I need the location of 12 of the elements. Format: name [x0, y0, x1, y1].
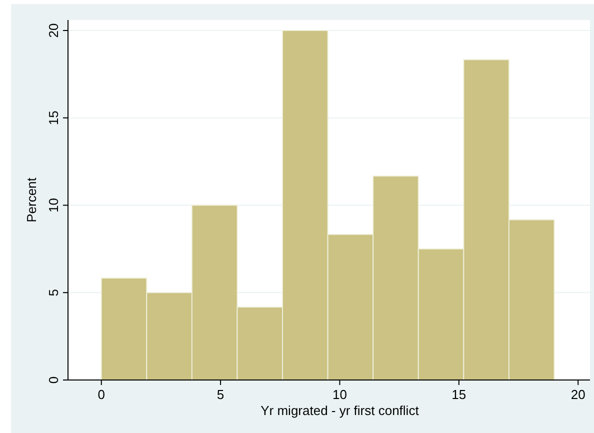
- x-axis-title: Yr migrated - yr first conflict: [260, 403, 420, 418]
- x-tick-label: 0: [98, 387, 105, 402]
- y-tick-label: 0: [46, 376, 61, 384]
- y-tick-label: 20: [46, 23, 61, 38]
- y-axis-title: Percent: [24, 177, 39, 222]
- y-tick-label: 5: [46, 289, 61, 296]
- x-tick-label: 15: [452, 387, 466, 402]
- y-tick-label: 15: [46, 110, 61, 126]
- x-tick-label: 20: [570, 387, 586, 402]
- x-tick-label: 5: [216, 387, 224, 402]
- x-tick-label: 10: [332, 387, 347, 402]
- y-tick-label: 10: [46, 198, 61, 212]
